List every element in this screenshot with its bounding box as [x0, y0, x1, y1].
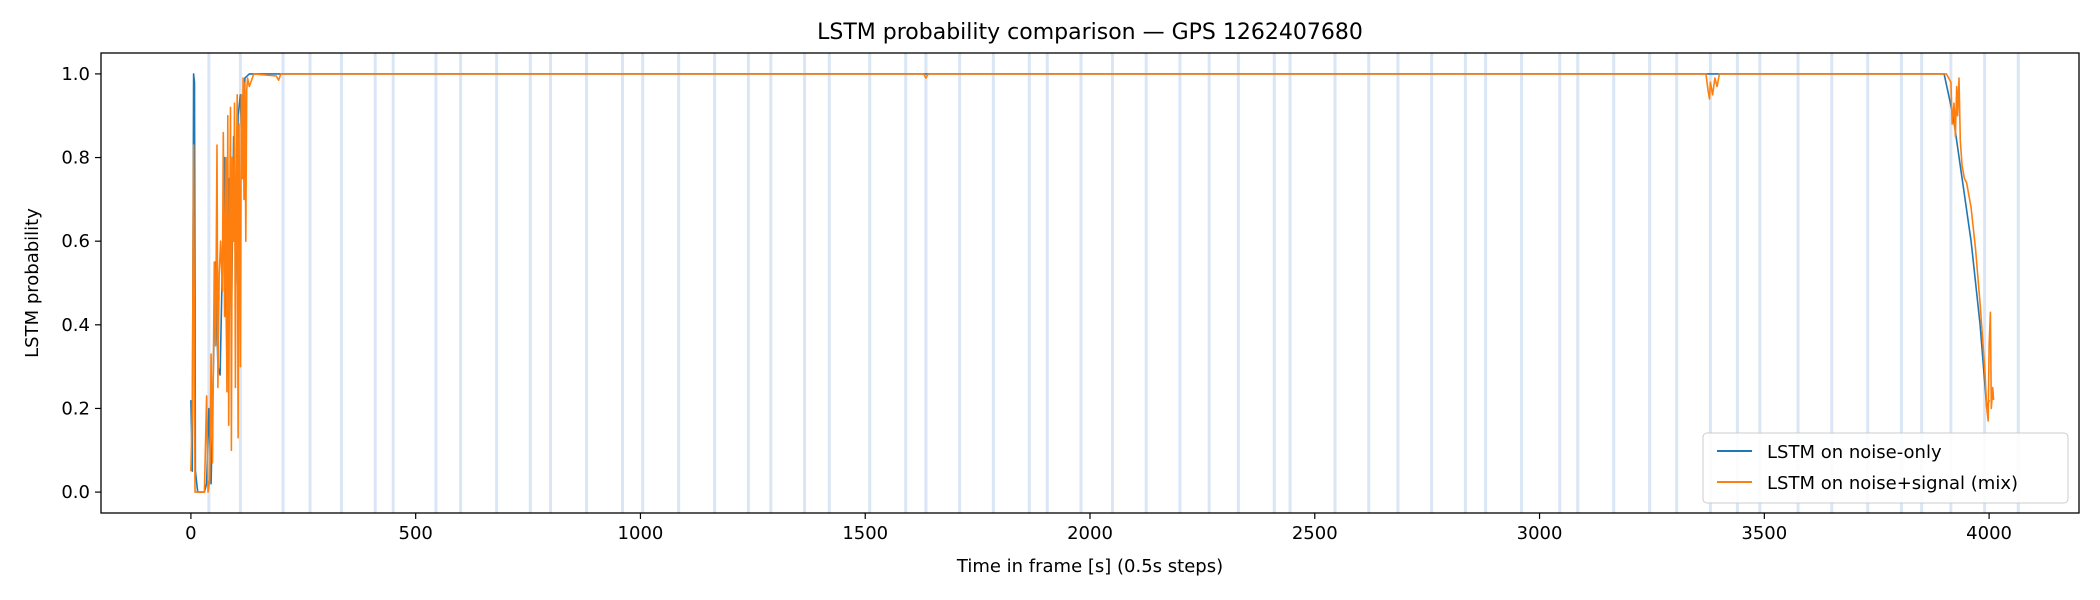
vertical-band-38: [1396, 53, 1400, 513]
vertical-band-45: [1612, 53, 1616, 513]
vertical-band-43: [1558, 53, 1562, 513]
x-tick-label-5: 2500: [1292, 523, 1338, 544]
x-tick-label-8: 4000: [1966, 523, 2012, 544]
x-tick-label-4: 2000: [1067, 523, 1113, 544]
vertical-band-18: [769, 53, 773, 513]
x-tick-label-2: 1000: [618, 523, 664, 544]
y-tick-label-4: 0.8: [61, 148, 90, 169]
y-tick-label-1: 0.2: [61, 398, 90, 419]
vertical-band-55: [1920, 53, 1924, 513]
vertical-band-46: [1648, 53, 1652, 513]
vertical-band-4: [340, 53, 344, 513]
series-line-1: [190, 73, 1995, 493]
vertical-band-41: [1484, 53, 1488, 513]
vertical-band-58: [2016, 53, 2020, 513]
vertical-band-7: [434, 53, 438, 513]
vertical-band-50: [1758, 53, 1762, 513]
vertical-band-22: [904, 53, 908, 513]
vertical-band-56: [1949, 53, 1953, 513]
series-lines: [190, 73, 1995, 493]
vertical-band-13: [620, 53, 624, 513]
x-axis-label: Time in frame [s] (0.5s steps): [956, 556, 1223, 577]
y-tick-label-0: 0.0: [61, 482, 90, 503]
vertical-band-36: [1333, 53, 1337, 513]
vertical-band-23: [924, 53, 928, 513]
vertical-band-12: [585, 53, 589, 513]
x-axis-ticks: 0 500 1000 1500 2000 2500 3000 3500 4000: [185, 513, 2012, 544]
vertical-band-37: [1367, 53, 1371, 513]
vertical-band-29: [1110, 53, 1114, 513]
vertical-band-31: [1178, 53, 1182, 513]
legend-box: [1702, 432, 2069, 504]
vertical-bands: [207, 53, 2020, 513]
x-tick-label-7: 3500: [1741, 523, 1787, 544]
vertical-band-39: [1430, 53, 1434, 513]
vertical-band-48: [1708, 53, 1712, 513]
vertical-band-24: [958, 53, 962, 513]
y-axis-ticks: 0.0 0.2 0.4 0.6 0.8 1.0: [61, 64, 101, 503]
vertical-band-32: [1207, 53, 1211, 513]
y-tick-label-3: 0.6: [61, 231, 90, 252]
vertical-band-8: [459, 53, 463, 513]
vertical-band-44: [1576, 53, 1580, 513]
vertical-band-2: [281, 53, 285, 513]
vertical-band-49: [1735, 53, 1739, 513]
vertical-band-10: [528, 53, 532, 513]
vertical-band-52: [1830, 53, 1834, 513]
vertical-band-34: [1272, 53, 1276, 513]
vertical-band-14: [641, 53, 645, 513]
vertical-band-57: [1983, 53, 1987, 513]
legend-label-noise-only: LSTM on noise-only: [1767, 442, 1942, 463]
vertical-band-27: [1045, 53, 1049, 513]
vertical-band-25: [991, 53, 995, 513]
x-tick-label-1: 500: [399, 523, 433, 544]
vertical-band-16: [713, 53, 717, 513]
vertical-band-0: [207, 53, 211, 513]
vertical-band-42: [1520, 53, 1524, 513]
x-tick-label-6: 3000: [1517, 523, 1563, 544]
vertical-band-20: [827, 53, 831, 513]
vertical-band-3: [308, 53, 312, 513]
chart-title: LSTM probability comparison — GPS 126240…: [817, 20, 1363, 45]
vertical-band-15: [677, 53, 681, 513]
vertical-band-6: [391, 53, 395, 513]
vertical-band-47: [1675, 53, 1679, 513]
vertical-band-28: [1079, 53, 1083, 513]
vertical-band-35: [1288, 53, 1292, 513]
vertical-band-9: [495, 53, 499, 513]
vertical-band-17: [746, 53, 750, 513]
vertical-band-21: [868, 53, 872, 513]
x-tick-label-3: 1500: [842, 523, 888, 544]
vertical-band-40: [1463, 53, 1467, 513]
y-tick-label-5: 1.0: [61, 64, 90, 85]
legend-label-mix: LSTM on noise+signal (mix): [1767, 473, 2018, 494]
vertical-band-33: [1236, 53, 1240, 513]
vertical-band-19: [803, 53, 807, 513]
x-tick-label-0: 0: [185, 523, 196, 544]
y-tick-label-2: 0.4: [61, 315, 90, 336]
legend: LSTM on noise-only LSTM on noise+signal …: [1702, 432, 2069, 504]
vertical-band-30: [1144, 53, 1148, 513]
vertical-band-5: [373, 53, 377, 513]
vertical-band-11: [549, 53, 553, 513]
vertical-band-54: [1899, 53, 1903, 513]
vertical-band-51: [1796, 53, 1800, 513]
vertical-band-26: [1027, 53, 1031, 513]
y-axis-label: LSTM probability: [22, 208, 43, 358]
vertical-band-53: [1866, 53, 1870, 513]
